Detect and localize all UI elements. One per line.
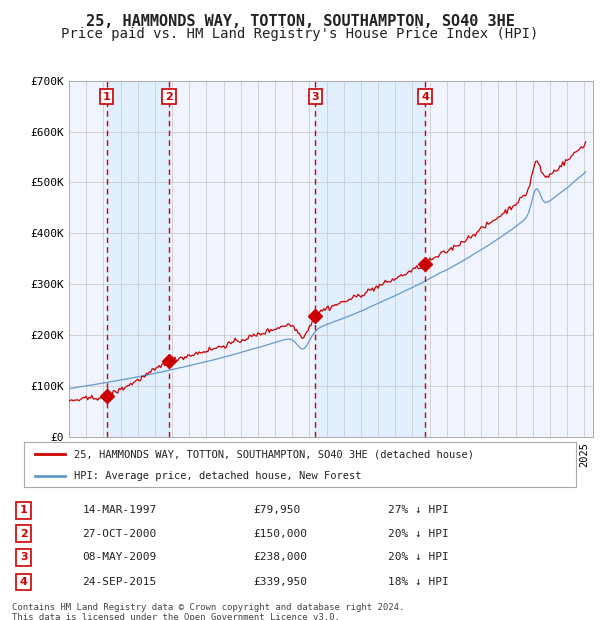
Text: 27-OCT-2000: 27-OCT-2000 xyxy=(82,529,157,539)
Text: 20% ↓ HPI: 20% ↓ HPI xyxy=(388,552,449,562)
Text: 4: 4 xyxy=(421,92,429,102)
Text: £238,000: £238,000 xyxy=(253,552,307,562)
Text: £339,950: £339,950 xyxy=(253,577,307,587)
Text: HPI: Average price, detached house, New Forest: HPI: Average price, detached house, New … xyxy=(74,471,361,480)
Text: 3: 3 xyxy=(311,92,319,102)
Text: 24-SEP-2015: 24-SEP-2015 xyxy=(82,577,157,587)
Text: 08-MAY-2009: 08-MAY-2009 xyxy=(82,552,157,562)
Text: 14-MAR-1997: 14-MAR-1997 xyxy=(82,505,157,515)
Text: £150,000: £150,000 xyxy=(253,529,307,539)
Text: 4: 4 xyxy=(20,577,28,587)
Bar xyxy=(107,81,169,437)
Text: 1: 1 xyxy=(103,92,110,102)
Text: 25, HAMMONDS WAY, TOTTON, SOUTHAMPTON, SO40 3HE: 25, HAMMONDS WAY, TOTTON, SOUTHAMPTON, S… xyxy=(86,14,514,29)
Text: £79,950: £79,950 xyxy=(253,505,300,515)
Bar xyxy=(316,81,425,437)
Text: Price paid vs. HM Land Registry's House Price Index (HPI): Price paid vs. HM Land Registry's House … xyxy=(61,27,539,41)
Text: 1: 1 xyxy=(20,505,28,515)
Text: 2: 2 xyxy=(165,92,173,102)
Text: 18% ↓ HPI: 18% ↓ HPI xyxy=(388,577,449,587)
Text: 3: 3 xyxy=(20,552,28,562)
Text: Contains HM Land Registry data © Crown copyright and database right 2024.
This d: Contains HM Land Registry data © Crown c… xyxy=(12,603,404,620)
Text: 27% ↓ HPI: 27% ↓ HPI xyxy=(388,505,449,515)
Text: 25, HAMMONDS WAY, TOTTON, SOUTHAMPTON, SO40 3HE (detached house): 25, HAMMONDS WAY, TOTTON, SOUTHAMPTON, S… xyxy=(74,449,473,459)
Text: 2: 2 xyxy=(20,529,28,539)
Text: 20% ↓ HPI: 20% ↓ HPI xyxy=(388,529,449,539)
